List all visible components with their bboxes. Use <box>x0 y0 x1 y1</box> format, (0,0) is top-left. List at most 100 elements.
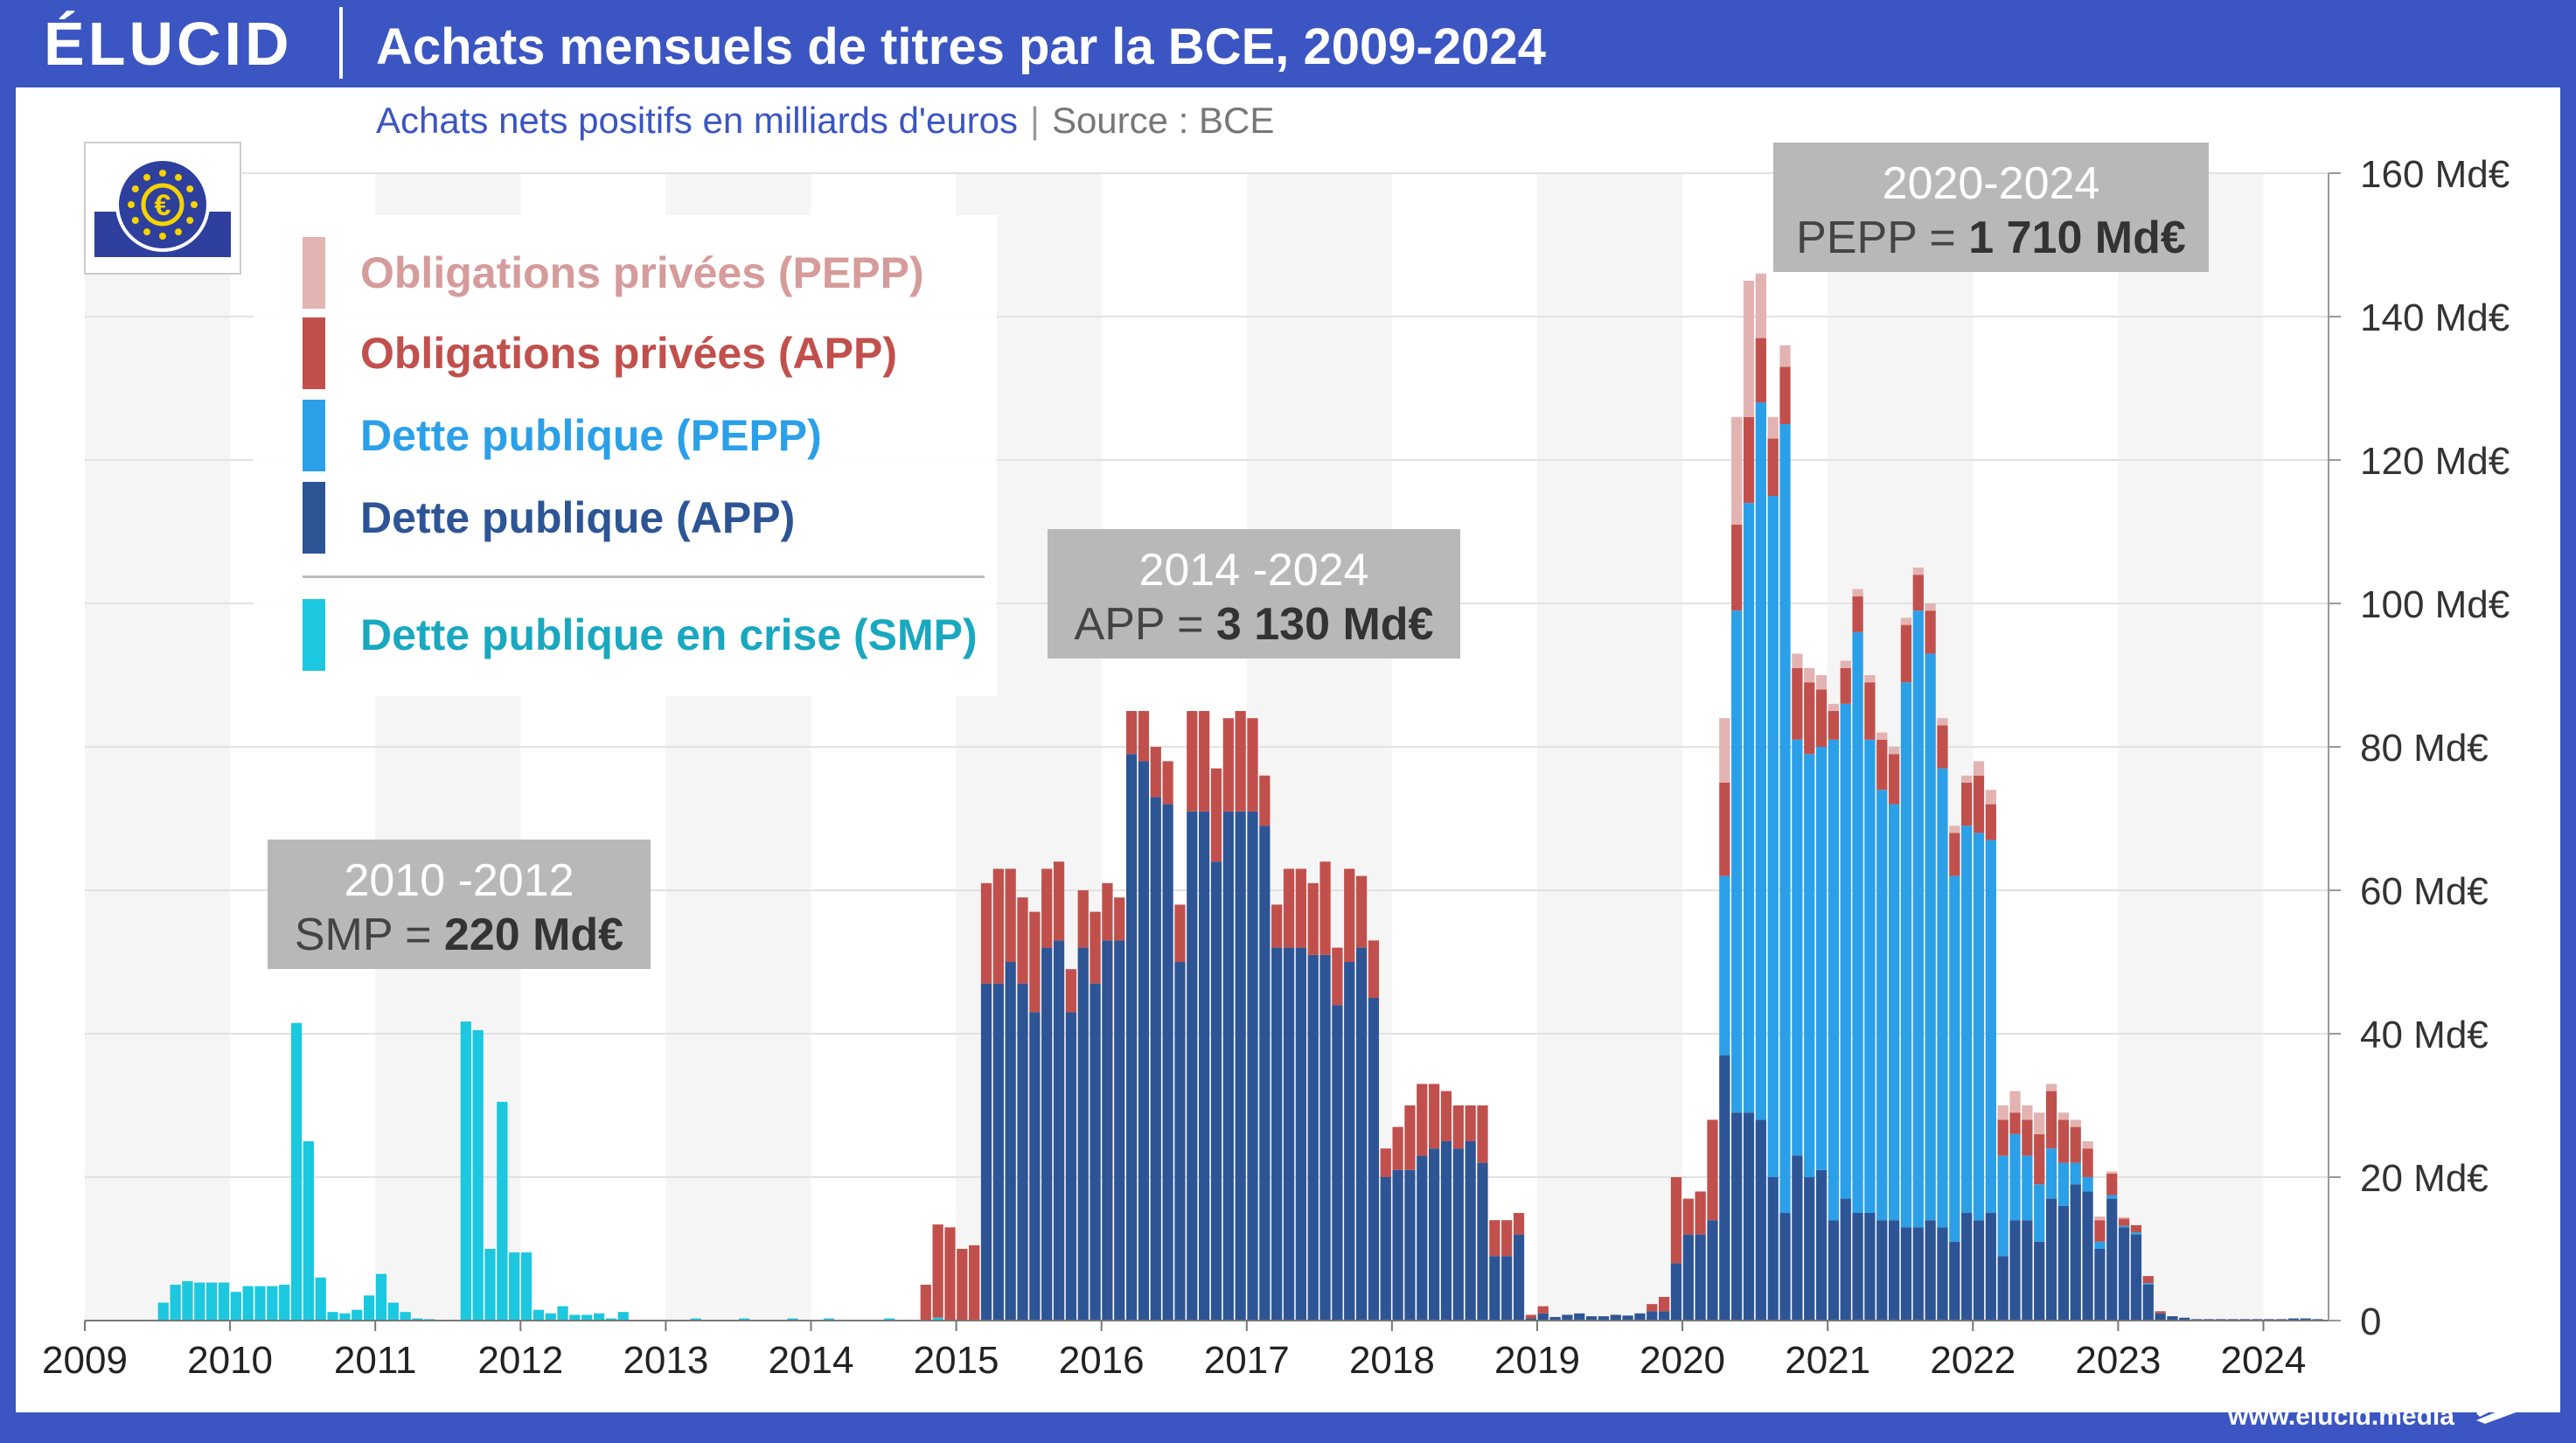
bar-gov-app <box>2045 1198 2057 1321</box>
bar-gov-app <box>2167 1316 2178 1321</box>
bar-corp-app <box>980 882 992 984</box>
bar-smp <box>267 1286 278 1321</box>
legend-item-corp-pepp: Obligations privées (PEPP) <box>303 236 924 310</box>
bar-smp <box>303 1141 314 1321</box>
bar-gov-app <box>1077 947 1089 1321</box>
bar-gov-app <box>1537 1313 1549 1321</box>
bar-gov-app <box>1864 1213 1876 1321</box>
bar-gov-pepp <box>2057 1162 2070 1206</box>
bar-corp-pepp <box>1755 273 1766 338</box>
bar-smp <box>545 1313 556 1321</box>
bar-gov-app <box>1647 1311 1658 1321</box>
bar-smp <box>327 1312 338 1321</box>
bar-gov-app <box>1247 811 1258 1321</box>
bar-gov-pepp <box>2142 1283 2154 1285</box>
bar-gov-app <box>1731 1112 1743 1321</box>
bar-smp <box>206 1282 218 1321</box>
bar-corp-app <box>1053 861 1065 941</box>
bar-gov-pepp <box>2118 1225 2130 1228</box>
bar-gov-pepp <box>2130 1232 2142 1235</box>
bar-gov-app <box>2057 1205 2070 1321</box>
bar-gov-pepp <box>2034 1184 2045 1242</box>
bar-corp-pepp <box>1876 732 1888 740</box>
bar-corp-app <box>2022 1119 2033 1156</box>
bar-corp-app <box>1150 747 1161 798</box>
bar-corp-app <box>2155 1311 2166 1314</box>
bar-gov-app <box>1392 1169 1403 1321</box>
bar-gov-app <box>980 983 992 1321</box>
bar-corp-app <box>1187 711 1198 812</box>
annotation-period: 2020-2024 <box>1882 158 2100 209</box>
bar-gov-app <box>1114 940 1125 1321</box>
bar-smp <box>581 1314 593 1321</box>
bar-smp <box>182 1280 193 1321</box>
bar-corp-app <box>2045 1091 2057 1149</box>
bar-gov-pepp <box>1767 496 1779 1177</box>
ecb-euro-stars-icon: € <box>94 157 231 257</box>
bar-corp-app <box>1537 1306 1549 1314</box>
bar-gov-app <box>1622 1315 1633 1321</box>
bar-gov-app <box>1743 1112 1755 1321</box>
bar-smp <box>605 1318 617 1321</box>
bar-corp-app <box>1210 768 1222 862</box>
bar-gov-app <box>1755 1119 1766 1321</box>
euro-symbol: € <box>155 189 171 222</box>
bar-gov-app <box>1574 1313 1585 1321</box>
bar-gov-app <box>2034 1241 2045 1321</box>
legend-swatch <box>303 482 325 554</box>
bar-corp-app <box>1779 366 1791 424</box>
bar-smp <box>739 1318 750 1321</box>
bar-corp-pepp <box>1937 718 1948 726</box>
bar-gov-app <box>1090 983 1101 1321</box>
bar-smp <box>242 1286 254 1321</box>
x-tick-label: 2020 <box>1640 1339 1725 1382</box>
y-tick-label: 40 Md€ <box>2360 1014 2489 1056</box>
bar-corp-pepp <box>1719 718 1730 783</box>
bar-corp-app <box>1344 868 1355 962</box>
bar-gov-app <box>2287 1318 2299 1321</box>
bar-corp-app <box>1997 1119 2009 1156</box>
bar-gov-app <box>1997 1256 2009 1321</box>
bar-gov-app <box>1235 811 1246 1321</box>
bar-corp-pepp <box>1900 617 1912 625</box>
bar-corp-pepp <box>1792 653 1803 668</box>
bar-gov-app <box>1815 1169 1828 1321</box>
subtitle-text: Achats nets positifs en milliards d'euro… <box>376 100 1019 141</box>
bar-corp-app <box>2082 1148 2093 1177</box>
x-tick-label: 2017 <box>1204 1339 1290 1382</box>
bar-gov-app <box>1417 1155 1428 1321</box>
bar-corp-app <box>1332 947 1343 1006</box>
bar-gov-app <box>1900 1227 1912 1321</box>
annotation-label: PEPP = <box>1796 213 1969 263</box>
bar-gov-app <box>1549 1316 1561 1321</box>
bar-corp-app <box>1355 875 1368 948</box>
bar-corp-app <box>1380 1148 1391 1177</box>
bar-smp <box>509 1252 520 1321</box>
bar-corp-app <box>1162 761 1173 805</box>
bar-gov-app <box>2082 1191 2093 1321</box>
bar-smp <box>690 1318 701 1321</box>
bar-gov-pepp <box>2009 1133 2021 1221</box>
bar-gov-app <box>1562 1314 1573 1321</box>
bar-gov-app <box>1138 761 1150 1321</box>
bar-corp-app <box>1090 911 1101 984</box>
bar-corp-app <box>1235 711 1246 812</box>
subtitle-separator: | <box>1030 100 1040 141</box>
annotation-smp: 2010 -2012 SMP = 220 Md€ <box>268 840 651 969</box>
bar-gov-pepp <box>1961 826 1973 1213</box>
bar-corp-app <box>1815 689 1828 747</box>
annotation-pepp: 2020-2024 PEPP = 1 710 Md€ <box>1773 143 2209 272</box>
bar-corp-app <box>1682 1198 1694 1235</box>
legend-label: Dette publique (APP) <box>360 493 796 542</box>
annotation-label: APP = <box>1074 599 1216 650</box>
bar-gov-pepp <box>1912 610 1924 1228</box>
legend-swatch <box>303 237 325 309</box>
bar-gov-app <box>1199 811 1210 1321</box>
legend-swatch <box>303 317 325 389</box>
bar-gov-app <box>2094 1249 2106 1321</box>
bar-gov-app <box>2179 1317 2190 1321</box>
annotation-label: SMP = <box>294 910 444 960</box>
bar-gov-app <box>1658 1311 1670 1321</box>
bar-smp <box>194 1282 205 1321</box>
bar-corp-pepp <box>1997 1105 2009 1120</box>
